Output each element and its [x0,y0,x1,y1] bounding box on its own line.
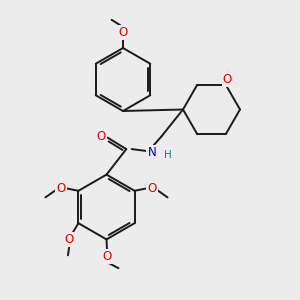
Text: O: O [65,233,74,246]
Text: O: O [223,73,232,86]
Text: O: O [56,182,66,195]
Text: N: N [147,146,156,159]
Text: O: O [118,26,127,39]
Text: H: H [164,149,171,160]
Text: O: O [103,250,112,263]
Text: O: O [97,130,106,143]
Text: O: O [147,182,157,195]
